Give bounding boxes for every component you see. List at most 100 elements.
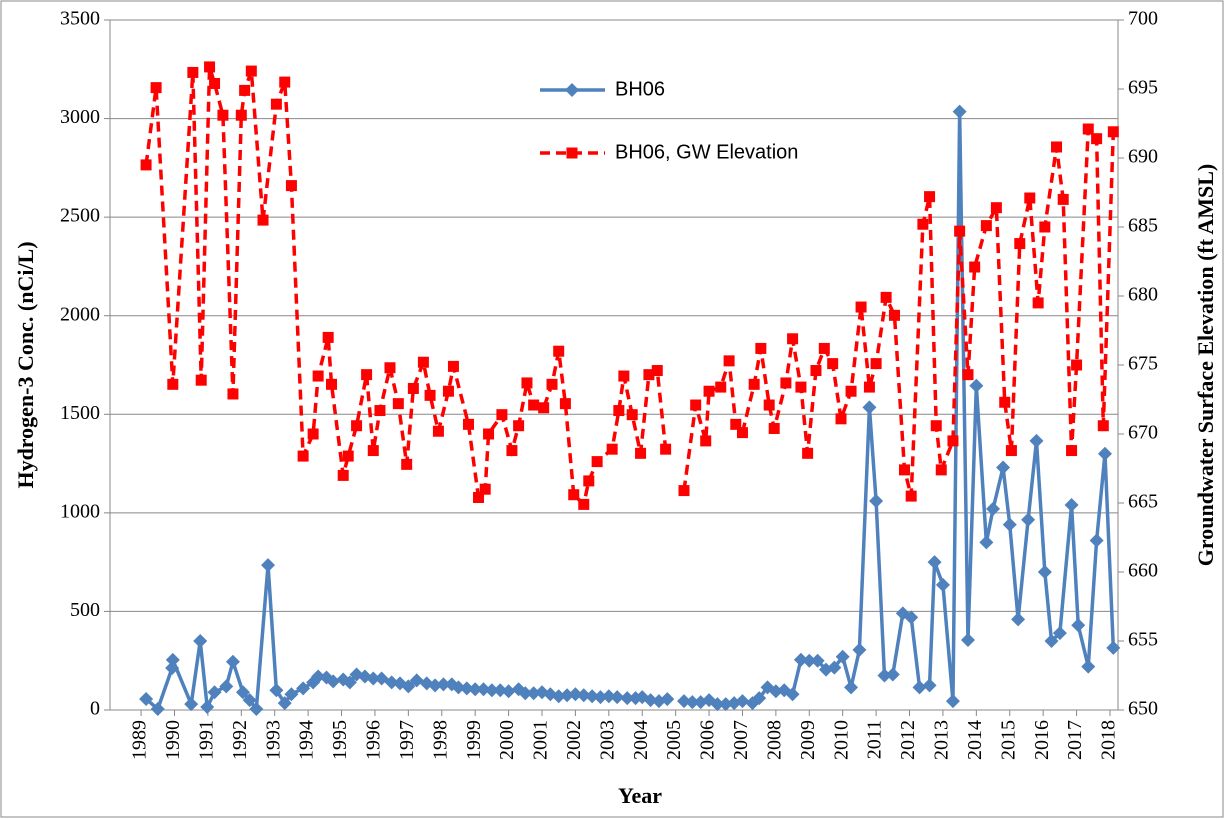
data-point: [428, 678, 443, 693]
data-point: [755, 342, 767, 354]
data-point: [1091, 133, 1103, 145]
y2-tick-label: 670: [1128, 422, 1158, 444]
data-point: [342, 450, 354, 462]
y2-tick-label: 650: [1128, 698, 1158, 720]
data-point: [818, 342, 830, 354]
data-point: [685, 695, 700, 710]
data-point: [1057, 193, 1069, 205]
data-point: [962, 369, 974, 381]
data-point: [947, 435, 959, 447]
data-point: [1064, 497, 1079, 512]
data-point: [1082, 123, 1094, 135]
data-point: [620, 691, 635, 706]
data-point: [337, 469, 349, 481]
data-point: [409, 673, 424, 688]
data-point: [660, 443, 672, 455]
data-point: [827, 358, 839, 370]
data-point: [227, 388, 239, 400]
data-point: [917, 218, 929, 230]
data-point: [1052, 626, 1067, 641]
data-point: [979, 535, 994, 550]
data-point: [560, 688, 575, 703]
data-point: [447, 360, 459, 372]
y2-tick-label: 685: [1128, 215, 1158, 237]
data-point: [735, 694, 750, 709]
data-point: [312, 370, 324, 382]
y2-tick-label: 690: [1128, 146, 1158, 168]
data-point: [1107, 126, 1119, 138]
x-tick-label: 2015: [997, 720, 1019, 760]
data-point: [1024, 192, 1036, 204]
x-tick-label: 2001: [530, 720, 552, 760]
data-point: [1029, 433, 1044, 448]
y-tick-label: 500: [70, 599, 100, 621]
data-point: [651, 365, 663, 377]
data-point: [1051, 141, 1063, 153]
data-point: [863, 381, 875, 393]
x-tick-label: 1999: [463, 720, 485, 760]
data-point: [795, 381, 807, 393]
data-point: [270, 98, 282, 110]
data-point: [528, 399, 540, 411]
data-point: [559, 398, 571, 410]
y-tick-label: 1000: [60, 500, 100, 522]
x-tick-label: 1991: [195, 720, 217, 760]
data-point: [384, 362, 396, 374]
data-point: [810, 653, 825, 668]
y-tick-label: 2500: [60, 205, 100, 227]
x-tick-label: 1993: [262, 720, 284, 760]
data-point: [1002, 517, 1017, 532]
data-point: [235, 109, 247, 121]
data-point: [736, 427, 748, 439]
data-point: [326, 674, 341, 689]
data-point: [568, 489, 580, 501]
data-point: [225, 654, 240, 669]
data-point: [768, 422, 780, 434]
data-point: [718, 697, 733, 712]
x-tick-label: 2002: [563, 720, 585, 760]
x-tick-label: 2012: [897, 720, 919, 760]
data-point: [462, 418, 474, 430]
data-point: [785, 687, 800, 702]
x-tick-label: 1998: [429, 720, 451, 760]
data-point: [483, 428, 495, 440]
y2-tick-label: 680: [1128, 284, 1158, 306]
x-tick-label: 2007: [730, 720, 752, 760]
data-point: [793, 652, 808, 667]
data-point: [311, 669, 326, 684]
data-point: [526, 686, 541, 701]
data-point: [257, 214, 269, 226]
data-point: [187, 66, 199, 78]
data-point: [618, 370, 630, 382]
data-point: [660, 692, 675, 707]
data-point: [980, 220, 992, 232]
data-point: [1011, 612, 1026, 627]
y-tick-label: 3500: [60, 8, 100, 30]
data-point: [473, 491, 485, 503]
data-point: [513, 420, 525, 432]
data-point: [219, 679, 234, 694]
data-point: [855, 301, 867, 313]
x-tick-label: 1992: [229, 720, 251, 760]
data-point: [576, 688, 591, 703]
data-point: [676, 694, 691, 709]
data-point: [361, 369, 373, 381]
data-point: [810, 365, 822, 377]
data-point: [468, 682, 483, 697]
y2-tick-label: 660: [1128, 560, 1158, 582]
x-tick-label: 2008: [763, 720, 785, 760]
data-point: [1005, 445, 1017, 457]
data-point: [239, 84, 251, 96]
data-point: [763, 399, 775, 411]
data-point: [501, 684, 516, 699]
data-point: [1089, 533, 1104, 548]
data-point: [885, 667, 900, 682]
data-point: [960, 633, 975, 648]
data-point: [249, 702, 264, 717]
data-point: [184, 697, 199, 712]
data-point: [827, 660, 842, 675]
data-point: [384, 675, 399, 690]
legend-marker: [566, 147, 578, 159]
x-tick-label: 1996: [363, 720, 385, 760]
